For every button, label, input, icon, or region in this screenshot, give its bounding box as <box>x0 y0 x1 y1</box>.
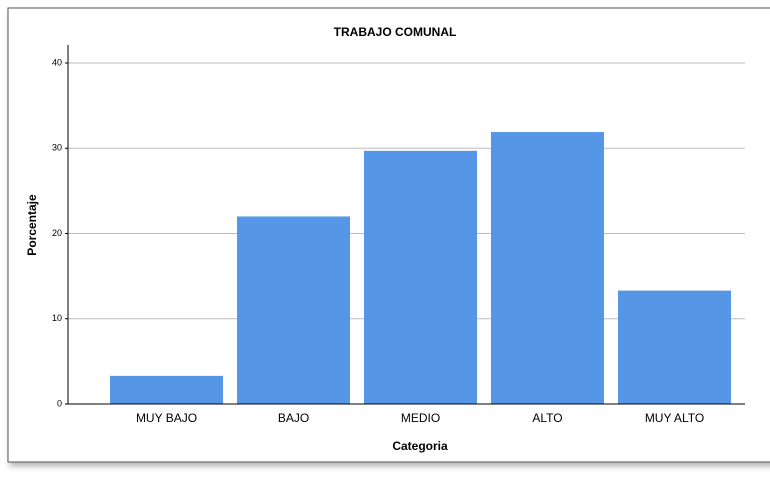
x-tick-label: ALTO <box>532 411 562 425</box>
y-axis-label: Porcentaje <box>25 194 39 256</box>
chart-title: TRABAJO COMUNAL <box>334 25 457 39</box>
y-tick-label: 20 <box>52 228 62 238</box>
y-tick-label: 30 <box>52 143 62 153</box>
bar <box>363 150 478 404</box>
bar <box>109 375 224 404</box>
bar <box>236 216 351 404</box>
x-tick-label: MUY ALTO <box>645 411 704 425</box>
bar <box>617 290 732 404</box>
x-tick-label: MEDIO <box>401 411 440 425</box>
y-tick-label: 0 <box>57 398 62 408</box>
x-axis-label: Categoria <box>392 439 448 453</box>
y-tick-label: 10 <box>52 313 62 323</box>
bar <box>490 132 605 405</box>
y-tick-label: 40 <box>52 57 62 67</box>
x-tick-label: MUY BAJO <box>136 411 197 425</box>
x-tick-label: BAJO <box>278 411 309 425</box>
